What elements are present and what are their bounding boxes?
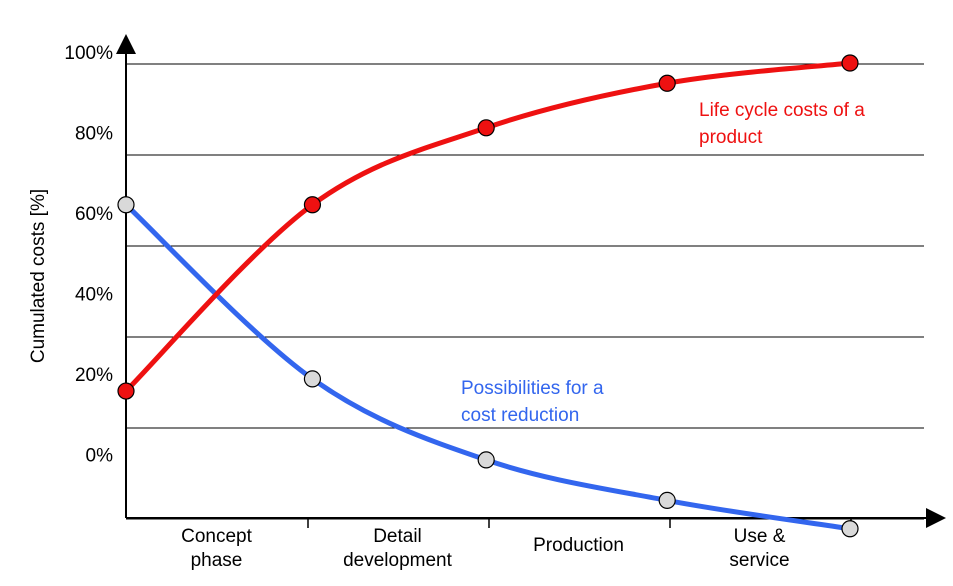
- x-category-label: Production: [533, 535, 624, 556]
- cost-reduction-point: [658, 491, 676, 509]
- y-tick-label: 100%: [64, 43, 113, 64]
- lifecycle-cost-point: [477, 119, 495, 137]
- y-axis-label: Cumulated costs [%]: [28, 189, 49, 363]
- series-layer: [117, 54, 859, 538]
- x-category-label: Concept phase: [181, 526, 252, 571]
- y-tick-label: 80%: [75, 124, 113, 145]
- y-tick-label: 0%: [86, 446, 114, 467]
- lifecycle-cost-point: [841, 54, 859, 72]
- gridlines: [126, 63, 924, 520]
- y-tick-label: 20%: [75, 365, 113, 386]
- cost-reduction-label: Possibilities for a cost reduction: [461, 378, 604, 426]
- cost-reduction-point: [303, 370, 322, 388]
- lifecycle-cost-point: [303, 196, 322, 214]
- x-category-label: Use & service: [729, 526, 789, 571]
- lifecycle-cost-point: [658, 74, 676, 92]
- lifecycle-cost-point: [117, 382, 135, 400]
- y-tick-label: 60%: [75, 204, 113, 225]
- series-line-cost-reduction: [123, 202, 853, 532]
- axes: [116, 34, 946, 528]
- cost-reduction-point: [117, 196, 135, 214]
- cost-reduction-point: [477, 451, 495, 469]
- x-category-labels: Concept phase Detail development Production U…: [181, 518, 852, 571]
- y-tick-labels: 100% 80% 60% 40% 20% 0%: [64, 43, 113, 467]
- x-category-label: Detail development: [343, 526, 453, 571]
- y-tick-label: 40%: [75, 285, 113, 306]
- series-annotations: Life cycle costs of a product Possibilitie…: [461, 100, 865, 426]
- cost-reduction-point: [841, 520, 859, 538]
- lifecycle-costs-label: Life cycle costs of a product: [699, 100, 865, 148]
